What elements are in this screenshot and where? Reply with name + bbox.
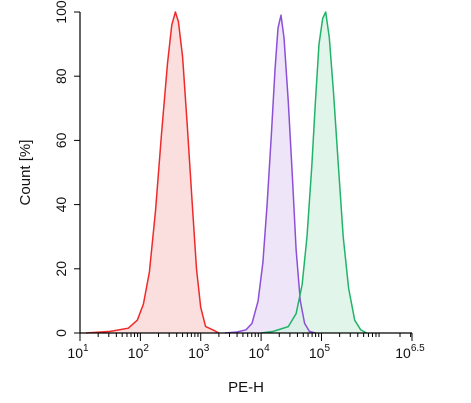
- x-axis-title: PE-H: [228, 379, 264, 396]
- series-2-line: [261, 11, 368, 334]
- y-tick-label: 20: [53, 261, 69, 277]
- y-tick-label: 100: [53, 0, 69, 24]
- x-tick-label: 102: [128, 343, 150, 361]
- x-tick-label: 104: [249, 343, 271, 361]
- y-tick-label: 60: [53, 132, 69, 148]
- x-tick-label: 103: [188, 343, 210, 361]
- axes: 0 20 40 60 80 100 101 102 103 104 105 106.5: [53, 0, 425, 361]
- series-2-fill: [261, 12, 367, 333]
- series-1-line: [224, 14, 316, 334]
- x-tick-label: 106.5: [395, 343, 425, 361]
- series-1-fill: [224, 15, 316, 333]
- y-tick-label: 40: [53, 197, 69, 213]
- series-0-fill: [86, 12, 219, 333]
- series-0-line: [85, 11, 220, 334]
- x-tick-label: 101: [67, 343, 89, 361]
- plot-area: [85, 11, 368, 334]
- y-tick-label: 0: [53, 329, 69, 337]
- x-tick-label: 105: [309, 343, 331, 361]
- y-tick-label: 80: [53, 68, 69, 84]
- y-axis-title: Count [%]: [17, 140, 34, 206]
